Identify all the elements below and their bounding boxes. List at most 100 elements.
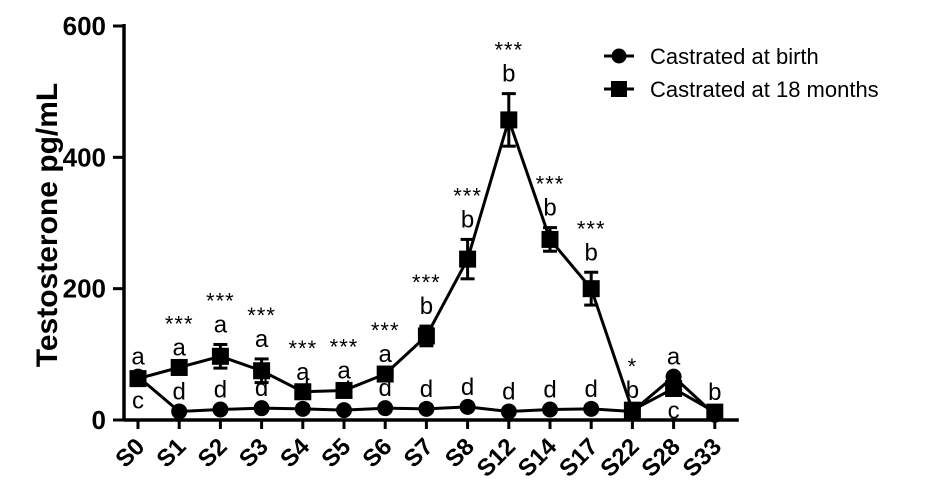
letter-label: d bbox=[626, 398, 639, 425]
data-point-square bbox=[417, 327, 435, 345]
letter-label: d bbox=[173, 378, 186, 405]
letter-label: b bbox=[626, 377, 639, 404]
significance-marker: *** bbox=[330, 334, 359, 359]
point-annotations: aca***da***da***da***da***da***db***db**… bbox=[131, 38, 721, 429]
data-point-circle bbox=[500, 403, 517, 420]
data-point-square bbox=[665, 379, 683, 397]
significance-marker: *** bbox=[371, 318, 400, 343]
significance-marker: *** bbox=[412, 270, 441, 295]
x-tick-label: S8 bbox=[440, 433, 480, 473]
data-point-square bbox=[706, 403, 724, 421]
data-point-circle bbox=[583, 400, 600, 417]
letter-label: a bbox=[667, 344, 681, 371]
y-tick-label: 0 bbox=[92, 405, 106, 435]
letter-label: d bbox=[543, 376, 556, 403]
data-point-square bbox=[294, 383, 312, 401]
x-tick-label: S3 bbox=[234, 433, 274, 473]
x-tick-label: S1 bbox=[152, 433, 192, 473]
letter-label: c bbox=[668, 397, 680, 424]
letter-label: a bbox=[255, 326, 269, 353]
data-point-circle bbox=[253, 400, 270, 417]
significance-marker: *** bbox=[453, 183, 482, 208]
data-point-circle bbox=[459, 398, 476, 415]
legend-marker-circle bbox=[611, 48, 627, 64]
x-tick-label: S0 bbox=[110, 433, 150, 473]
data-point-square bbox=[459, 250, 477, 268]
x-tick-label: S7 bbox=[399, 433, 439, 473]
legend-label: Castrated at birth bbox=[650, 44, 819, 69]
letter-label: b bbox=[585, 239, 598, 266]
x-tick-label: S12 bbox=[472, 433, 521, 482]
legend-label: Castrated at 18 months bbox=[650, 77, 879, 102]
x-tick-label: S28 bbox=[637, 433, 686, 482]
data-point-circle bbox=[212, 401, 229, 418]
data-points bbox=[129, 111, 724, 423]
data-point-square bbox=[129, 370, 147, 388]
data-point-circle bbox=[418, 400, 435, 417]
x-tick-label: S33 bbox=[678, 433, 727, 482]
letter-label: b bbox=[502, 61, 515, 88]
significance-marker: *** bbox=[577, 216, 606, 241]
letter-label: a bbox=[379, 341, 393, 368]
data-point-circle bbox=[294, 400, 311, 417]
x-tick-label: S22 bbox=[595, 433, 644, 482]
y-tick-label: 200 bbox=[63, 274, 106, 304]
letter-label: b bbox=[461, 206, 474, 233]
significance-marker: *** bbox=[536, 172, 565, 197]
significance-marker: *** bbox=[288, 336, 317, 361]
letter-label: c bbox=[709, 402, 721, 429]
letter-label: d bbox=[255, 375, 268, 402]
y-tick-label: 600 bbox=[63, 11, 106, 41]
data-point-square bbox=[253, 362, 271, 380]
x-tick-label: S14 bbox=[513, 433, 563, 483]
y-tick-label: 400 bbox=[63, 142, 106, 172]
x-tick-label: S6 bbox=[358, 433, 398, 473]
letter-label: a bbox=[131, 344, 145, 371]
letter-label: d bbox=[502, 378, 515, 405]
data-point-square bbox=[376, 365, 394, 383]
letter-label: d bbox=[337, 377, 350, 404]
data-point-square bbox=[170, 358, 188, 376]
letter-label: d bbox=[461, 374, 474, 401]
data-point-circle bbox=[171, 403, 188, 420]
x-tick-label: S4 bbox=[275, 433, 315, 473]
letter-label: d bbox=[585, 376, 598, 403]
letter-label: b bbox=[543, 195, 556, 222]
significance-marker: *** bbox=[494, 38, 523, 63]
significance-marker: *** bbox=[206, 288, 235, 313]
significance-marker: * bbox=[628, 354, 638, 379]
y-axis-ticks: 0 200 400 600 bbox=[63, 11, 124, 435]
significance-marker: *** bbox=[165, 311, 194, 336]
letter-label: d bbox=[379, 375, 392, 402]
letter-label: a bbox=[337, 357, 351, 384]
letter-label: d bbox=[296, 376, 309, 403]
legend-marker-square bbox=[611, 81, 627, 97]
data-point-square bbox=[500, 111, 518, 129]
legend: Castrated at birth Castrated at 18 months bbox=[604, 44, 879, 102]
letter-label: b bbox=[420, 293, 433, 320]
data-point-square bbox=[541, 230, 559, 248]
letter-label: a bbox=[296, 359, 310, 386]
significance-marker: *** bbox=[247, 303, 276, 328]
letter-label: a bbox=[173, 334, 187, 361]
x-tick-label: S5 bbox=[316, 433, 356, 473]
data-point-square bbox=[335, 381, 353, 399]
letter-label: b bbox=[708, 379, 721, 406]
x-tick-label: S17 bbox=[554, 433, 603, 482]
error-bars bbox=[213, 92, 599, 385]
data-point-square bbox=[582, 280, 600, 298]
data-point-square bbox=[211, 347, 229, 365]
letter-label: d bbox=[214, 376, 227, 403]
data-point-circle bbox=[377, 400, 394, 417]
letter-label: a bbox=[214, 311, 228, 338]
data-point-circle bbox=[336, 402, 352, 419]
axes bbox=[122, 24, 739, 422]
data-point-circle bbox=[542, 401, 558, 418]
letter-label: d bbox=[420, 376, 433, 403]
x-tick-label: S2 bbox=[193, 433, 233, 473]
y-axis-label: Testosterone pg/mL bbox=[31, 83, 64, 367]
letter-label: c bbox=[132, 388, 144, 415]
data-point-square bbox=[623, 401, 641, 419]
